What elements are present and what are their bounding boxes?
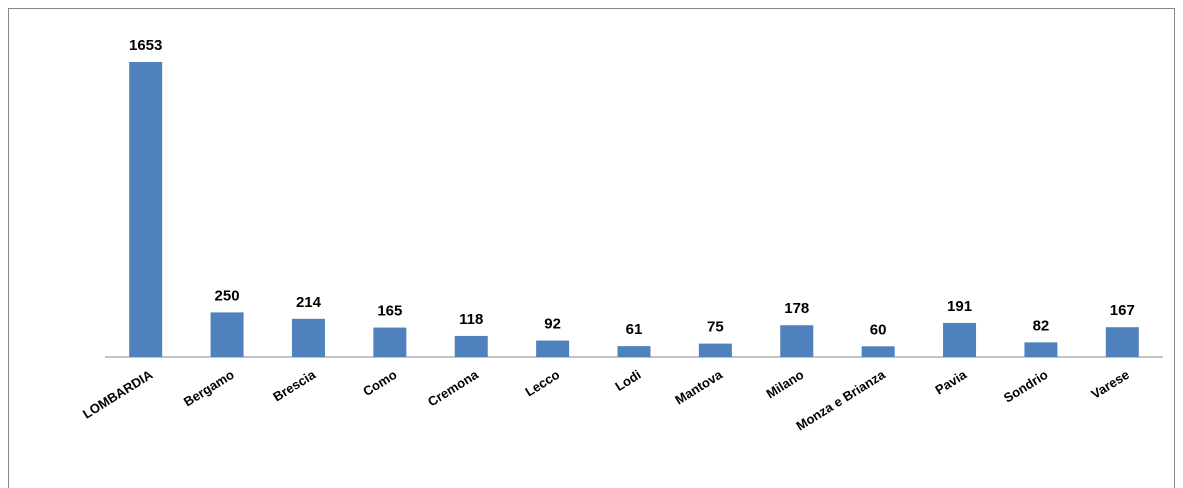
data-label: 92 bbox=[544, 316, 561, 333]
data-label: 178 bbox=[784, 300, 809, 317]
data-label: 82 bbox=[1033, 317, 1050, 334]
data-label: 61 bbox=[626, 321, 643, 338]
data-label: 75 bbox=[707, 319, 724, 336]
data-label: 1653 bbox=[129, 37, 162, 54]
bar bbox=[373, 327, 407, 357]
data-label: 167 bbox=[1110, 302, 1135, 319]
data-label: 250 bbox=[215, 287, 240, 304]
data-label: 60 bbox=[870, 321, 887, 338]
bar bbox=[210, 312, 244, 357]
bar bbox=[780, 325, 814, 357]
bar bbox=[698, 343, 732, 357]
bar bbox=[291, 318, 325, 357]
data-label: 118 bbox=[459, 311, 483, 328]
bar bbox=[1105, 327, 1139, 357]
data-label: 214 bbox=[296, 294, 322, 311]
data-label: 165 bbox=[377, 303, 402, 320]
bar bbox=[1024, 342, 1058, 357]
data-label: 191 bbox=[947, 298, 972, 315]
bar bbox=[536, 340, 570, 357]
bar bbox=[943, 322, 977, 357]
chart-frame bbox=[8, 8, 1175, 488]
bar bbox=[129, 62, 163, 357]
bar bbox=[617, 346, 651, 357]
bar bbox=[861, 346, 895, 357]
bar bbox=[454, 335, 488, 357]
